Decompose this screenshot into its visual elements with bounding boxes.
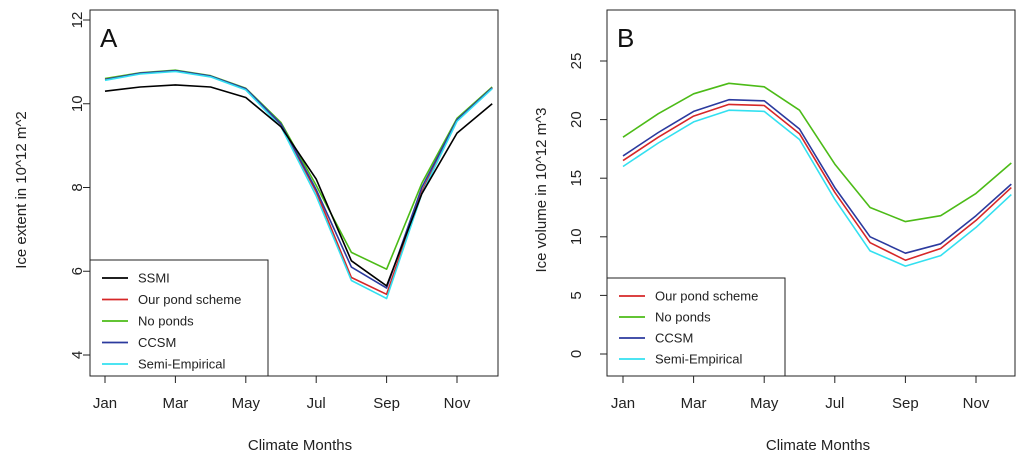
panel-b-legend-entry: Our pond scheme: [655, 289, 758, 304]
panel-a-ytick-label: 12: [69, 12, 86, 29]
panel-b-ylabel: Ice volume in 10^12 m^3: [533, 108, 550, 273]
panel-b-legend-entry: Semi-Empirical: [655, 352, 743, 367]
panel-b-ytick-label: 25: [568, 53, 585, 70]
panel-b-legend-entry: CCSM: [655, 331, 693, 346]
panel-a-legend-entry: CCSM: [138, 335, 176, 350]
panel-b-label: B: [617, 23, 634, 53]
panel-a-frame: [89, 9, 499, 377]
panel-b-xtick-label: May: [750, 395, 779, 412]
panel-a-legend: SSMI Our pond scheme No ponds CCSM Semi-Empi…: [89, 259, 269, 377]
panel-a-chart: A Climate Months Ice extent in 10^12 m^2…: [13, 9, 499, 454]
panel-b-ytick-label: 10: [568, 228, 585, 245]
panel-a-xtick-label: Jul: [307, 395, 326, 412]
panel-b-xtick-label: Mar: [681, 395, 707, 412]
panel-a-xtick-label: Nov: [444, 395, 471, 412]
panel-b-series-line: [622, 109, 1012, 267]
panel-a-legend-entry: SSMI: [138, 271, 170, 286]
panel-a-ytick-label: 4: [69, 351, 86, 359]
panel-b-xtick-label: Sep: [892, 395, 919, 412]
panel-a-xtick-label: Sep: [373, 395, 400, 412]
panel-b-chart: B Climate Months Ice volume in 10^12 m^3…: [533, 9, 1016, 454]
panel-b-ytick-label: 20: [568, 111, 585, 128]
panel-a-ytick-label: 10: [69, 95, 86, 112]
panel-b-legend: Our pond scheme No ponds CCSM Semi-Empirica…: [606, 277, 786, 377]
panel-a-ylabel: Ice extent in 10^12 m^2: [13, 111, 30, 269]
panel-a-series-line: [104, 69, 493, 289]
panel-b-series-line: [622, 98, 1012, 254]
panel-b-xtick-label: Jul: [825, 395, 844, 412]
panel-b-series-line: [622, 103, 1012, 262]
panel-a-series-line: [104, 70, 493, 300]
panel-a-xtick-label: Mar: [162, 395, 188, 412]
panel-a-xtick-label: Jan: [93, 395, 117, 412]
panel-b-xlabel: Climate Months: [766, 437, 870, 454]
panel-a-series-line: [104, 84, 493, 287]
panel-a-ytick-label: 8: [69, 183, 86, 191]
panel-b-xtick-label: Nov: [963, 395, 990, 412]
panel-a-ytick-label: 6: [69, 267, 86, 275]
panel-b-ytick-label: 5: [568, 291, 585, 299]
panel-a-xlabel: Climate Months: [248, 437, 352, 454]
panel-a-legend-entry: Our pond scheme: [138, 292, 241, 307]
panel-b-series-line: [622, 82, 1012, 223]
panel-b-legend-entry: No ponds: [655, 310, 711, 325]
panel-b-ytick-label: 0: [568, 350, 585, 358]
panel-a-legend-entry: No ponds: [138, 314, 194, 329]
panel-b-xtick-label: Jan: [611, 395, 635, 412]
panel-a-legend-box: [89, 259, 269, 377]
panel-b-frame: [606, 9, 1016, 377]
panel-a-label: A: [100, 23, 118, 53]
panel-b-ytick-label: 15: [568, 170, 585, 187]
panel-a-legend-entry: Semi-Empirical: [138, 357, 226, 372]
panel-a-xtick-label: May: [232, 395, 261, 412]
